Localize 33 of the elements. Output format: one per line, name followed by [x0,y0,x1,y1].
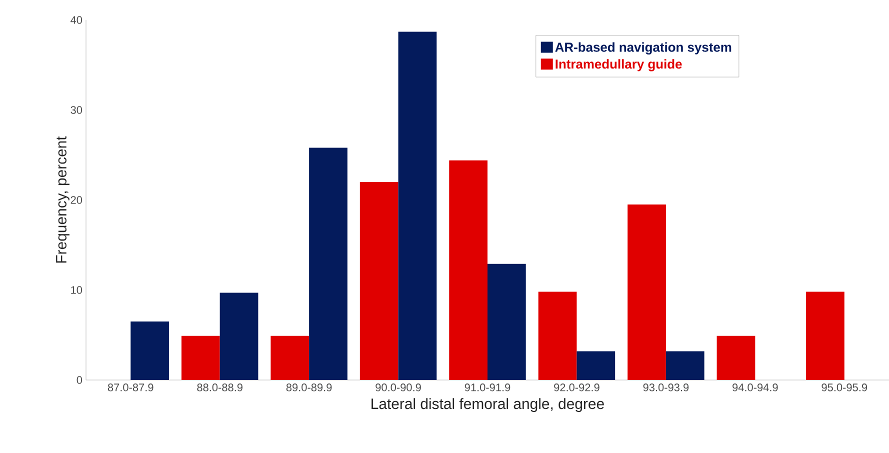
bar [666,351,704,380]
legend-label: Intramedullary guide [556,59,682,72]
bar [538,292,577,380]
bar [449,160,488,380]
bar [309,148,348,380]
x-axis-title: Lateral distal femoral angle, degree [372,398,604,412]
bar [181,336,220,380]
bar [806,292,844,380]
x-tick-label: 88.0-88.9 [197,384,242,392]
x-tick-label: 94.0-94.9 [732,384,778,392]
legend-label: AR-based navigation system [555,42,732,54]
x-tick-label: 91.0-91.9 [464,384,510,392]
bar [398,32,437,380]
bar [488,264,526,380]
bar [576,351,616,380]
bar [360,182,398,380]
y-tick-label: 40 [70,16,82,24]
y-tick-label: 10 [71,286,82,294]
bar [270,336,310,380]
bar [716,336,756,380]
x-tick-label: 92.0-92.9 [554,384,600,392]
x-tick-label: 95.0-95.9 [822,384,868,392]
y-tick-label: 0 [76,376,82,384]
bar [130,322,169,380]
x-tick-label: 87.0-87.9 [108,384,154,392]
y-axis-title: Frequency, percent [56,136,70,263]
x-tick-label: 89.0-89.9 [286,384,332,392]
y-tick-label: 20 [70,196,82,204]
y-tick-label: 30 [70,106,82,114]
bar [628,204,666,380]
bar [220,292,258,380]
x-tick-label: 93.0-93.9 [643,384,689,392]
x-tick-label: 90.0-90.9 [376,384,421,392]
